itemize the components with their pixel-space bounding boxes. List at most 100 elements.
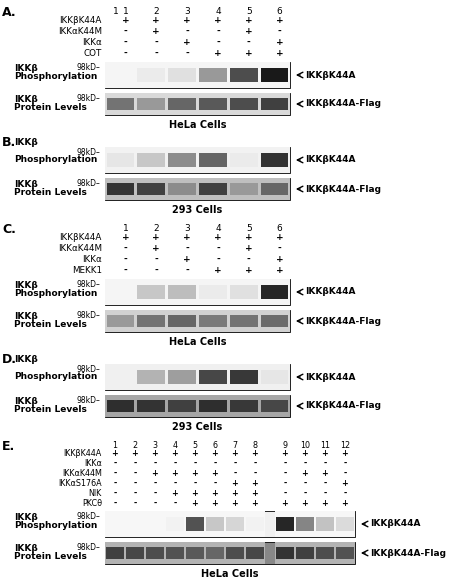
- Text: -: -: [323, 479, 327, 488]
- Bar: [136, 395, 167, 417]
- Text: IKKβ: IKKβ: [14, 180, 38, 189]
- Text: IKKβ: IKKβ: [14, 312, 38, 321]
- Text: +: +: [322, 469, 328, 478]
- Bar: [105, 364, 136, 390]
- Bar: [105, 542, 125, 564]
- Text: IKKβK44A: IKKβK44A: [305, 288, 356, 296]
- Text: IKKβ: IKKβ: [14, 95, 38, 104]
- Text: -: -: [303, 459, 307, 468]
- Bar: [275, 511, 295, 537]
- Bar: [145, 511, 165, 537]
- Text: +: +: [245, 244, 253, 253]
- Text: 5: 5: [246, 224, 252, 233]
- Bar: [126, 547, 144, 559]
- Bar: [230, 285, 258, 299]
- Text: -: -: [124, 244, 128, 253]
- Bar: [198, 62, 228, 88]
- Bar: [199, 183, 227, 195]
- Bar: [185, 542, 205, 564]
- Text: -: -: [233, 469, 237, 478]
- Text: -: -: [278, 27, 282, 36]
- Bar: [315, 542, 335, 564]
- Text: 5: 5: [192, 441, 198, 450]
- Bar: [167, 147, 198, 173]
- Text: +: +: [282, 449, 288, 458]
- Text: -: -: [113, 499, 117, 508]
- Bar: [245, 542, 265, 564]
- Text: 5: 5: [246, 7, 252, 16]
- Bar: [205, 511, 225, 537]
- Text: 4: 4: [215, 224, 221, 233]
- Text: -: -: [113, 489, 117, 498]
- Bar: [315, 511, 335, 537]
- Bar: [167, 395, 198, 417]
- Text: +: +: [152, 469, 158, 478]
- Text: IKKαK44M: IKKαK44M: [58, 244, 102, 253]
- Text: IKKβK44A: IKKβK44A: [305, 155, 356, 165]
- Text: IKKβK44A-Flag: IKKβK44A-Flag: [305, 316, 381, 326]
- Bar: [199, 315, 227, 327]
- Bar: [165, 542, 185, 564]
- Text: 2: 2: [132, 441, 137, 450]
- Text: +: +: [183, 38, 191, 47]
- Text: -: -: [216, 38, 220, 47]
- Bar: [276, 517, 294, 531]
- Bar: [199, 153, 227, 167]
- Text: IKKβK44A: IKKβK44A: [60, 16, 102, 25]
- Bar: [198, 310, 228, 332]
- Bar: [259, 93, 290, 115]
- Text: +: +: [122, 233, 129, 242]
- Text: 1: 1: [112, 441, 118, 450]
- Text: -: -: [247, 255, 251, 264]
- Bar: [226, 547, 244, 559]
- Text: +: +: [245, 27, 253, 36]
- Text: 7: 7: [232, 441, 237, 450]
- Bar: [105, 542, 355, 564]
- Text: 3: 3: [153, 441, 157, 450]
- Text: C.: C.: [2, 223, 16, 236]
- Text: IKKβK44A-Flag: IKKβK44A-Flag: [305, 99, 381, 109]
- Text: +: +: [172, 449, 178, 458]
- Bar: [146, 547, 164, 559]
- Bar: [259, 178, 290, 200]
- Text: +: +: [211, 449, 219, 458]
- Bar: [167, 62, 198, 88]
- Text: +: +: [191, 489, 199, 498]
- Text: IKKβ: IKKβ: [14, 138, 38, 147]
- Bar: [228, 395, 259, 417]
- Text: PKCθ: PKCθ: [82, 499, 102, 508]
- Bar: [228, 178, 259, 200]
- Bar: [107, 98, 134, 110]
- Bar: [198, 364, 228, 390]
- Text: -: -: [278, 244, 282, 253]
- Bar: [198, 395, 228, 417]
- Text: HeLa Cells: HeLa Cells: [169, 337, 226, 347]
- Text: +: +: [214, 233, 222, 242]
- Bar: [275, 542, 295, 564]
- Text: +: +: [245, 16, 253, 25]
- Bar: [168, 183, 196, 195]
- Bar: [167, 178, 198, 200]
- Text: 1: 1: [123, 224, 128, 233]
- Text: -: -: [303, 479, 307, 488]
- Text: +: +: [301, 449, 309, 458]
- Text: 1: 1: [113, 7, 119, 16]
- Text: IKKβ: IKKβ: [14, 64, 38, 73]
- Text: IKKβK44A: IKKβK44A: [370, 520, 420, 529]
- Bar: [168, 400, 196, 412]
- Text: Protein Levels: Protein Levels: [14, 320, 87, 329]
- Bar: [137, 285, 165, 299]
- Text: -: -: [323, 459, 327, 468]
- Text: +: +: [245, 266, 253, 275]
- Text: -: -: [173, 479, 177, 488]
- Text: -: -: [154, 459, 156, 468]
- Bar: [145, 542, 165, 564]
- Bar: [230, 315, 258, 327]
- Text: -: -: [254, 469, 256, 478]
- Text: -: -: [283, 479, 287, 488]
- Bar: [226, 517, 244, 531]
- Bar: [136, 62, 167, 88]
- Bar: [199, 98, 227, 110]
- Bar: [146, 517, 164, 531]
- Bar: [206, 547, 224, 559]
